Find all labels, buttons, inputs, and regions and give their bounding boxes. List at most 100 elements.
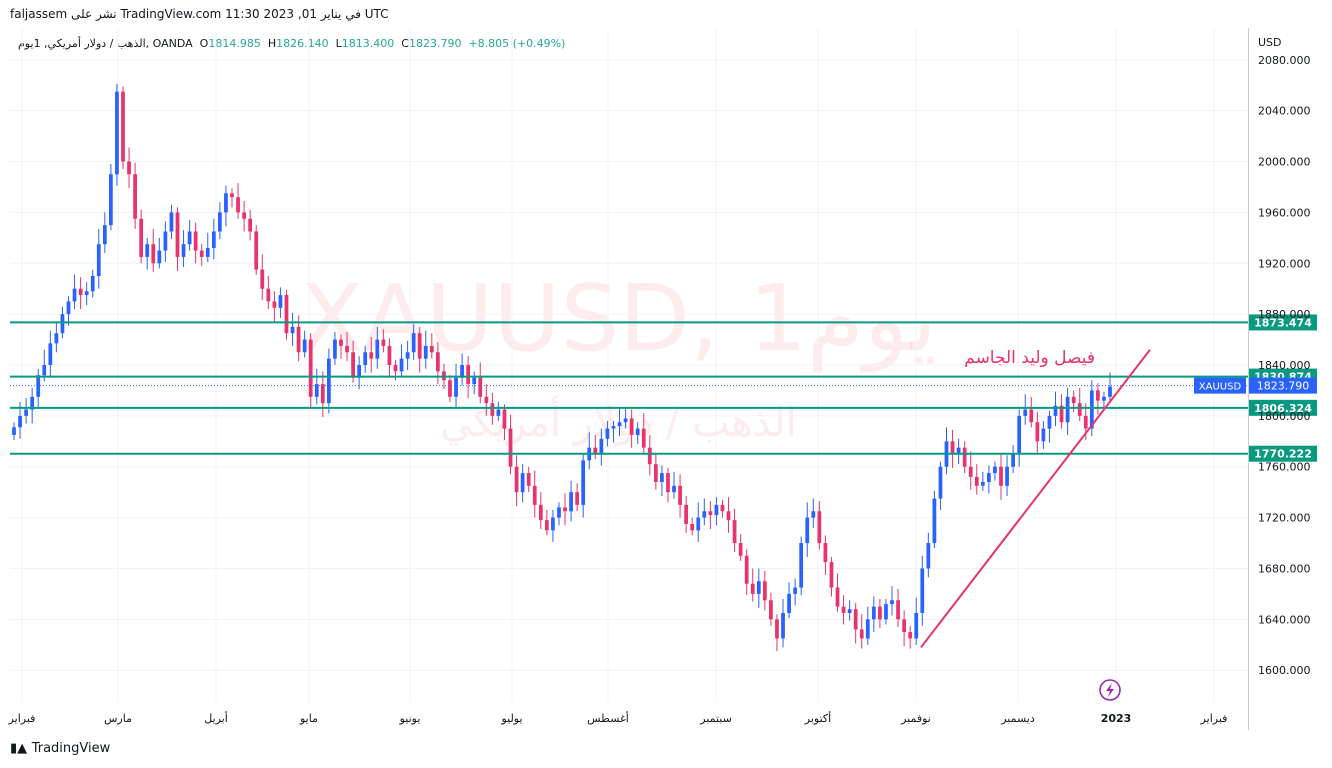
candle-body (999, 466, 1003, 486)
candle-body (1059, 405, 1064, 423)
candle-body (750, 583, 755, 594)
candle-body (762, 581, 767, 601)
candle-body (1035, 422, 1040, 442)
symbol-tag (1194, 377, 1246, 394)
low-value: 1813.400 (341, 37, 395, 50)
candle-body (387, 345, 392, 365)
x-tick-label: أبريل (204, 711, 228, 725)
candle-body (865, 619, 870, 639)
candle-body (254, 231, 259, 270)
candle-body (563, 507, 567, 512)
lightning-icon[interactable] (1099, 679, 1121, 701)
candle-body (411, 333, 416, 353)
x-tick-label: يونيو (399, 712, 421, 725)
trendline[interactable] (920, 349, 1151, 648)
candle-body (490, 403, 495, 416)
x-tick-label: يوليو (500, 712, 522, 725)
candle-body (320, 384, 325, 404)
candle-body (956, 447, 961, 455)
candle-body (538, 504, 543, 521)
candle-body (829, 562, 834, 588)
candle-body (678, 485, 682, 505)
y-tick-label: 1720.000 (1258, 512, 1311, 525)
candle-body (181, 244, 186, 257)
candle-body (647, 447, 652, 465)
candles (12, 83, 1112, 652)
candle-body (405, 352, 410, 359)
y-tick-label: 1600.000 (1258, 664, 1311, 677)
close-label: C (401, 37, 409, 50)
candle-body (102, 225, 107, 245)
candle-body (48, 343, 53, 365)
candle-body (30, 396, 35, 410)
close-value: 1823.790 (408, 37, 462, 50)
candle-body (508, 428, 513, 467)
candle-body (163, 231, 168, 251)
candle-body (393, 365, 398, 372)
candle-body (666, 473, 670, 493)
candle-body (193, 231, 198, 251)
candle-body (769, 600, 773, 620)
candle-body (974, 476, 979, 486)
x-tick-label: نوفمبر (900, 712, 931, 725)
candle-body (968, 466, 973, 477)
candle-body (326, 358, 331, 404)
candle-body (660, 473, 664, 482)
candle-body (569, 492, 573, 512)
candle-body (175, 212, 180, 257)
axes: 1600.000 1640.000 1680.000 1720.000 1760.000… (8, 54, 1311, 725)
candle-body (726, 511, 731, 521)
candle-body (805, 517, 810, 544)
candle-body (139, 218, 144, 257)
candle-body (466, 365, 471, 385)
x-tick-label: فبراير (8, 712, 36, 725)
candle-body (84, 291, 89, 296)
candle-body (611, 426, 616, 429)
candle-body (472, 377, 477, 385)
candle-body (218, 212, 222, 232)
candle-body (302, 339, 307, 353)
candle-body (60, 314, 65, 334)
candle-body (460, 365, 464, 378)
candle-body (714, 504, 719, 516)
candle-body (187, 231, 192, 245)
candle-body (938, 466, 943, 499)
candle-body (121, 91, 125, 162)
y-tick-label: 1640.000 (1258, 613, 1311, 626)
y-tick-label: 1880.000 (1258, 308, 1311, 321)
candle-body (296, 326, 301, 353)
candle-body (399, 358, 404, 372)
x-tick-label: أغسطس (587, 711, 629, 725)
candle-body (817, 511, 822, 544)
candle-body (1029, 409, 1034, 423)
candle-body (623, 418, 628, 423)
candle-body (12, 427, 16, 435)
candle-body (339, 339, 343, 346)
candle-body (448, 380, 452, 397)
candle-body (484, 396, 489, 404)
candle-body (133, 174, 137, 219)
candle-body (266, 288, 271, 302)
candle-body (884, 604, 888, 620)
candle-body (641, 428, 646, 448)
candle-body (526, 473, 531, 486)
candle-body (1005, 466, 1009, 486)
x-tick-label: 2023 (1101, 712, 1132, 725)
y-tick-label: 2000.000 (1258, 156, 1311, 169)
candle-body (308, 339, 313, 397)
candle-body (423, 345, 428, 359)
candle-body (345, 345, 349, 353)
x-tick-label: أكتوبر (804, 711, 831, 725)
candle-body (696, 517, 701, 531)
candle-body (926, 543, 931, 569)
candle-body (920, 568, 925, 613)
author-annotation: فيصل وليد الجاسم (964, 348, 1095, 368)
x-tick-label: فبراير (1200, 712, 1228, 725)
candle-body (260, 269, 265, 289)
tradingview-logo[interactable]: ▮▲ TradingView (10, 741, 110, 756)
candle-body (732, 520, 737, 544)
candle-body (199, 250, 204, 257)
y-tick-label: 1960.000 (1258, 206, 1311, 219)
candle-body (962, 447, 967, 467)
